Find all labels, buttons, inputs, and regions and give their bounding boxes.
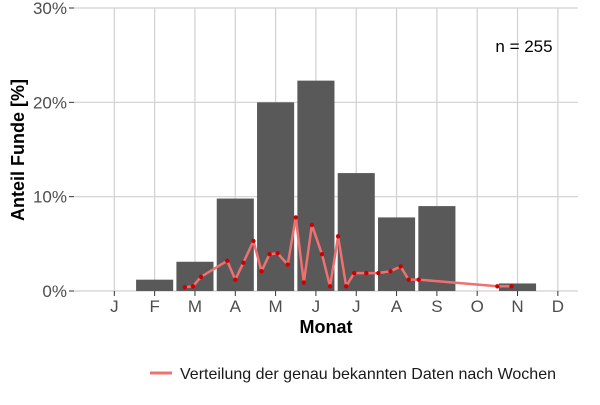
weekly-point xyxy=(416,277,421,282)
y-tick-label: 10% xyxy=(33,188,67,207)
x-tick-label: M xyxy=(188,297,202,316)
axes: 0% 10% 20% 30% J F M A M J J A S O N D xyxy=(33,0,564,316)
weekly-point xyxy=(343,284,349,289)
y-tick-label: 30% xyxy=(33,0,67,18)
x-tick-label: J xyxy=(110,297,119,316)
bars xyxy=(136,80,537,292)
x-tick-label: D xyxy=(552,297,564,316)
weekly-point xyxy=(225,258,230,264)
x-tick-label: J xyxy=(312,297,321,316)
x-tick-label: J xyxy=(352,297,361,316)
x-tick-label: S xyxy=(431,297,442,316)
bar xyxy=(418,206,456,291)
weekly-point xyxy=(275,251,280,256)
weekly-point xyxy=(259,268,264,274)
legend: Verteilung der genau bekannten Daten nac… xyxy=(150,366,556,383)
bar xyxy=(297,80,335,292)
weekly-point xyxy=(388,268,393,274)
weekly-point xyxy=(364,270,369,276)
weekly-point xyxy=(301,280,307,285)
weekly-point xyxy=(309,222,315,228)
x-tick-label: A xyxy=(391,297,403,316)
weekly-point xyxy=(267,252,272,257)
weekly-point xyxy=(241,260,246,265)
weekly-point xyxy=(327,284,333,289)
weekly-point xyxy=(233,277,238,282)
weekly-point xyxy=(293,215,298,220)
weekly-point xyxy=(251,238,256,244)
x-axis-label: Monat xyxy=(300,317,353,337)
bar xyxy=(136,279,174,291)
weekly-point xyxy=(495,284,500,289)
weekly-point xyxy=(352,270,357,276)
x-tick-label: F xyxy=(149,297,159,316)
weekly-point xyxy=(198,274,204,280)
weekly-point xyxy=(509,284,514,289)
bar xyxy=(216,198,254,291)
x-tick-label: O xyxy=(471,297,484,316)
weekly-point xyxy=(376,270,381,276)
weekly-point xyxy=(335,234,341,239)
weekly-point xyxy=(285,262,290,267)
y-axis-label: Anteil Funde [%] xyxy=(8,79,28,221)
x-tick-label: M xyxy=(269,297,283,316)
bar xyxy=(498,283,537,291)
legend-label: Verteilung der genau bekannten Daten nac… xyxy=(180,366,556,383)
x-tick-label: A xyxy=(230,297,242,316)
weekly-point xyxy=(319,252,325,257)
weekly-point xyxy=(398,264,403,269)
weekly-line xyxy=(182,215,514,290)
weekly-point xyxy=(190,284,196,289)
weekly-point xyxy=(406,277,411,282)
x-tick-label: N xyxy=(511,297,523,316)
weekly-point xyxy=(182,285,188,290)
sample-size-annotation: n = 255 xyxy=(495,37,552,56)
y-tick-label: 0% xyxy=(42,282,67,301)
y-tick-label: 20% xyxy=(33,93,67,112)
